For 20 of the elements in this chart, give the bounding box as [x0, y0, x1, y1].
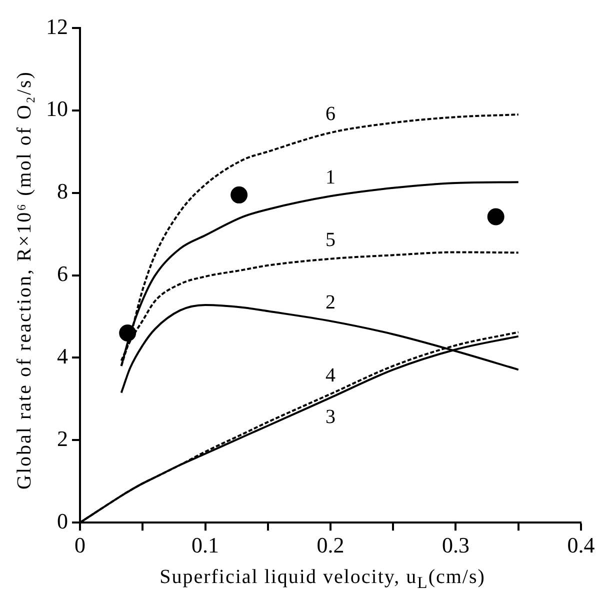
series-label: 3: [326, 406, 336, 428]
series-label: 6: [326, 102, 336, 125]
y-tick-label: 6: [57, 261, 68, 286]
y-tick-label: 2: [57, 426, 68, 451]
y-axis-title: Global rate of reaction, R×10⁶ (mol of O₂/s): [14, 70, 36, 490]
y-tick-label: 10: [46, 96, 68, 122]
series-label: 2: [326, 291, 336, 314]
y-tick-label: 4: [57, 344, 68, 369]
x-axis-title: Superficial liquid velocity, u$_{L}$(cm/s): [158, 566, 486, 593]
x-tick-label: 0: [74, 532, 86, 558]
x-tick-label: 0.3: [442, 532, 470, 558]
series-label: 5: [326, 229, 336, 252]
x-tick-label: 0.4: [567, 532, 595, 558]
series-label: 1: [326, 166, 336, 188]
y-tick-label: 0: [57, 508, 68, 534]
series-label: 4: [326, 364, 336, 386]
x-tick-label: 0.2: [316, 532, 344, 558]
x-tick-label: 0.1: [192, 532, 219, 558]
y-tick-label: 8: [57, 178, 68, 204]
y-tick-label: 12: [46, 14, 68, 39]
